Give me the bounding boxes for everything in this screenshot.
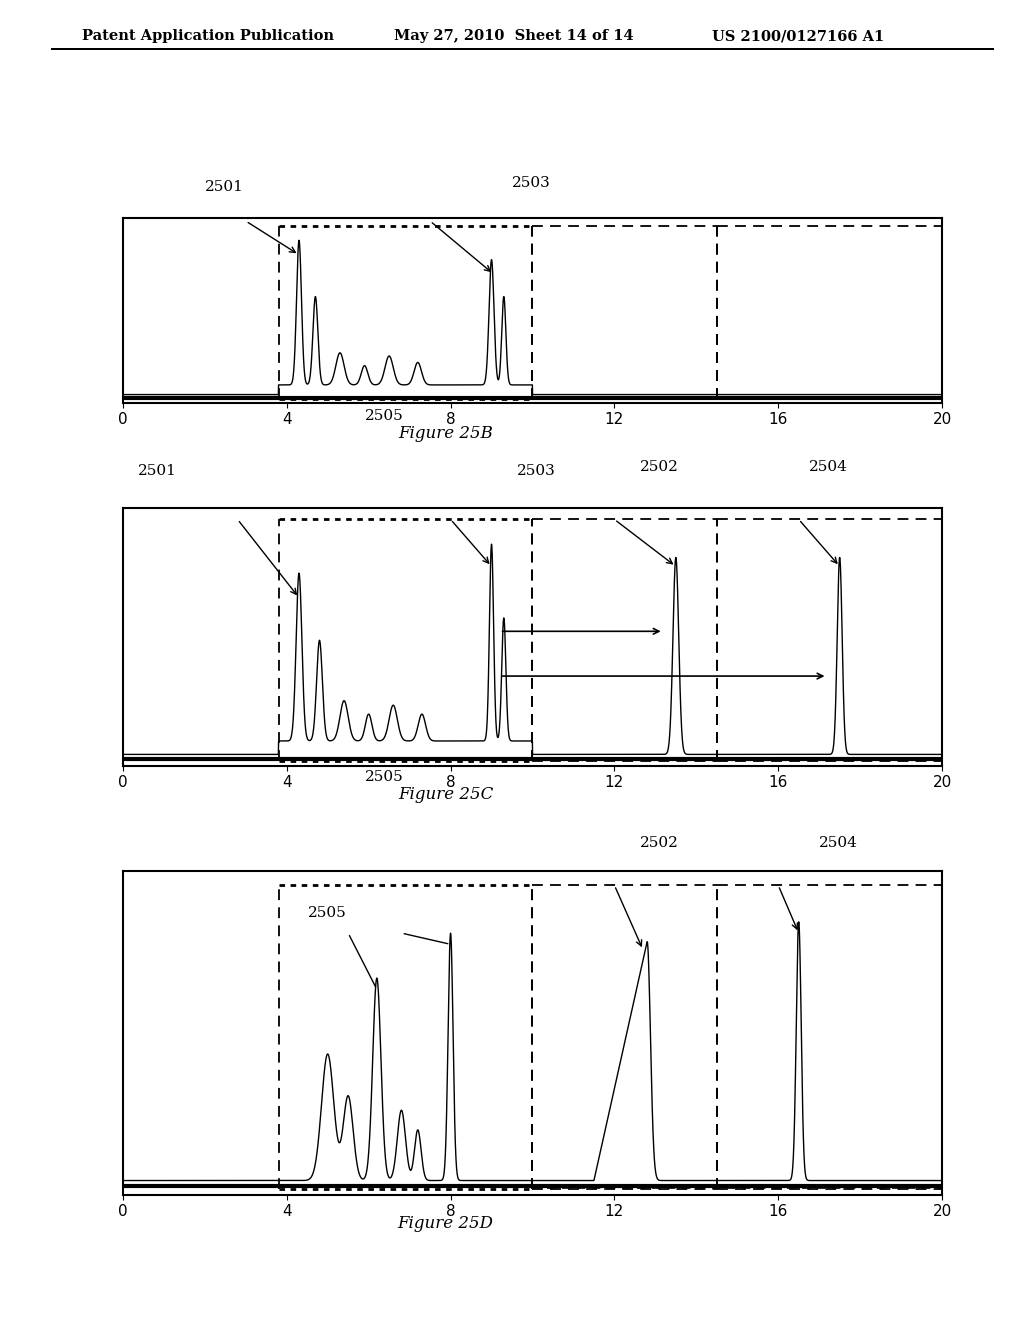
Text: 2505: 2505 <box>365 771 403 784</box>
Text: 2504: 2504 <box>809 461 848 474</box>
Text: May 27, 2010  Sheet 14 of 14: May 27, 2010 Sheet 14 of 14 <box>394 29 634 44</box>
Text: 2501: 2501 <box>138 465 177 478</box>
Text: 2505: 2505 <box>308 907 347 920</box>
Text: 2505: 2505 <box>365 409 403 422</box>
Text: 2501: 2501 <box>205 181 244 194</box>
Text: Figure 25D: Figure 25D <box>397 1214 494 1232</box>
Text: 2502: 2502 <box>640 837 679 850</box>
Text: US 2100/0127166 A1: US 2100/0127166 A1 <box>712 29 884 44</box>
Text: Patent Application Publication: Patent Application Publication <box>82 29 334 44</box>
Text: 2503: 2503 <box>517 465 556 478</box>
Text: 2504: 2504 <box>819 837 858 850</box>
Text: Figure 25C: Figure 25C <box>397 785 494 803</box>
Text: 2503: 2503 <box>512 177 551 190</box>
Text: 2502: 2502 <box>640 461 679 474</box>
Text: Figure 25B: Figure 25B <box>398 425 493 442</box>
